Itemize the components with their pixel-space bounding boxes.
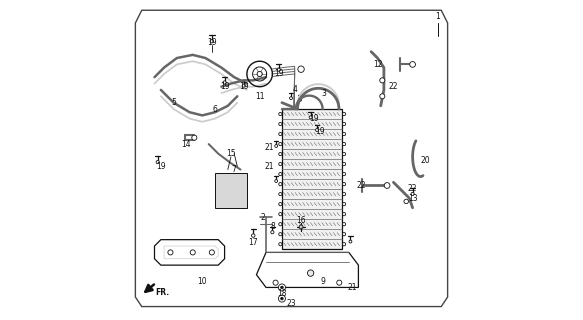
Circle shape (410, 61, 416, 67)
Circle shape (273, 280, 278, 285)
Bar (282, 109, 342, 249)
Circle shape (279, 212, 282, 216)
Text: 13: 13 (408, 194, 417, 203)
Circle shape (290, 97, 293, 100)
Text: 19: 19 (309, 114, 319, 123)
Circle shape (384, 183, 390, 188)
Circle shape (279, 223, 282, 226)
Circle shape (210, 39, 213, 43)
Circle shape (279, 193, 282, 196)
Text: 17: 17 (248, 238, 258, 247)
Circle shape (279, 182, 282, 186)
Circle shape (380, 94, 385, 99)
Text: 2: 2 (261, 213, 265, 222)
Text: 19: 19 (239, 82, 248, 91)
Circle shape (342, 212, 346, 216)
Circle shape (299, 225, 303, 229)
Circle shape (279, 233, 282, 236)
Circle shape (342, 193, 346, 196)
Text: 23: 23 (287, 299, 296, 308)
Circle shape (315, 129, 318, 132)
Text: 7: 7 (231, 165, 237, 174)
Circle shape (279, 295, 286, 302)
Text: 12: 12 (373, 60, 382, 69)
Circle shape (349, 240, 352, 243)
Circle shape (277, 68, 280, 71)
Circle shape (279, 284, 286, 291)
Circle shape (342, 112, 346, 116)
Bar (215, 173, 247, 208)
Text: FR.: FR. (156, 288, 170, 297)
Circle shape (279, 172, 282, 176)
Circle shape (280, 297, 283, 300)
Text: 19: 19 (207, 38, 217, 47)
Circle shape (342, 223, 346, 226)
Text: 11: 11 (255, 92, 264, 101)
Circle shape (279, 142, 282, 146)
Text: 10: 10 (198, 276, 207, 285)
Circle shape (280, 286, 283, 289)
Text: 9: 9 (321, 276, 326, 285)
Text: 21: 21 (265, 162, 274, 171)
Circle shape (342, 172, 346, 176)
Text: 22: 22 (357, 181, 366, 190)
Text: 20: 20 (420, 156, 430, 164)
Circle shape (275, 180, 278, 182)
Circle shape (342, 132, 346, 136)
Circle shape (242, 84, 245, 87)
Circle shape (279, 203, 282, 206)
Text: 1: 1 (436, 12, 440, 21)
Circle shape (342, 163, 346, 166)
Text: 21: 21 (347, 283, 357, 292)
Text: 19: 19 (156, 162, 166, 171)
Text: 18: 18 (277, 289, 287, 298)
Text: 22: 22 (408, 184, 417, 193)
Circle shape (337, 280, 342, 285)
Circle shape (309, 116, 312, 119)
Text: 19: 19 (220, 82, 229, 91)
Circle shape (404, 199, 409, 204)
Circle shape (192, 135, 197, 140)
Circle shape (275, 145, 278, 148)
Text: 4: 4 (292, 85, 297, 94)
Circle shape (279, 132, 282, 136)
Circle shape (251, 234, 255, 237)
Circle shape (279, 163, 282, 166)
Text: 21: 21 (265, 143, 274, 152)
Circle shape (380, 78, 385, 83)
Circle shape (342, 233, 346, 236)
Text: 22: 22 (389, 82, 398, 91)
Text: 14: 14 (181, 140, 191, 148)
Text: 6: 6 (213, 105, 217, 114)
Circle shape (271, 231, 274, 234)
Circle shape (279, 112, 282, 116)
Circle shape (298, 98, 301, 101)
Text: 8: 8 (270, 222, 275, 231)
Circle shape (342, 142, 346, 146)
Circle shape (411, 192, 414, 196)
Circle shape (190, 250, 195, 255)
Circle shape (279, 123, 282, 126)
Circle shape (279, 243, 282, 246)
Text: 5: 5 (171, 98, 176, 107)
Circle shape (279, 153, 282, 156)
Circle shape (223, 81, 226, 84)
Circle shape (342, 243, 346, 246)
Circle shape (156, 161, 159, 164)
Text: 19: 19 (274, 69, 283, 78)
Text: 3: 3 (321, 89, 326, 98)
Circle shape (342, 153, 346, 156)
Circle shape (298, 66, 304, 72)
Circle shape (209, 250, 215, 255)
Text: 16: 16 (296, 216, 306, 225)
Circle shape (342, 182, 346, 186)
Circle shape (307, 270, 314, 276)
Circle shape (342, 123, 346, 126)
Circle shape (342, 203, 346, 206)
Text: 19: 19 (315, 127, 325, 136)
Circle shape (168, 250, 173, 255)
Bar (216, 174, 248, 209)
Text: 15: 15 (226, 149, 236, 158)
